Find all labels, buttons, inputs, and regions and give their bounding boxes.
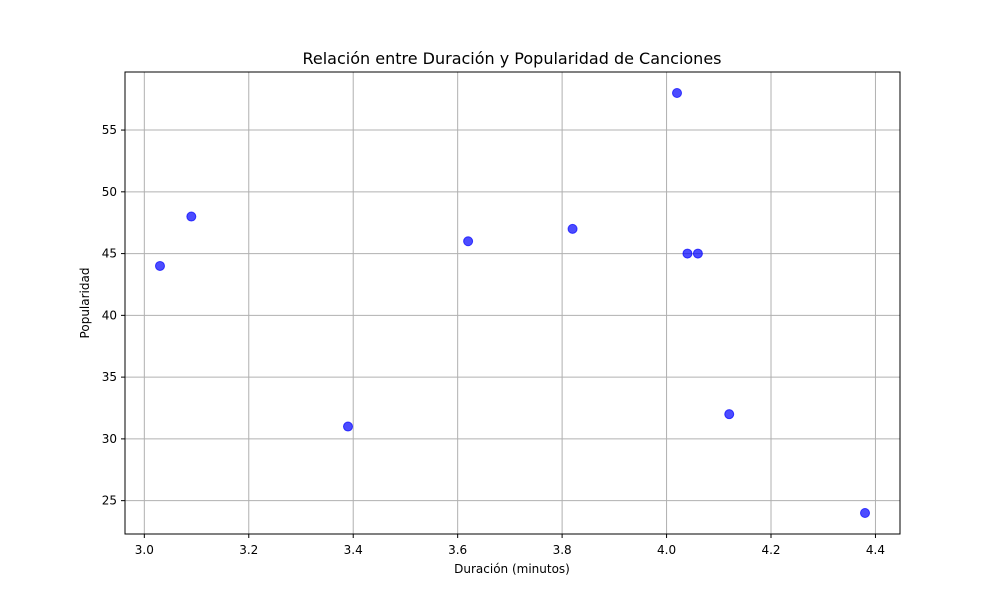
- x-tick-label: 4.2: [761, 543, 780, 557]
- plot-frame: [124, 71, 901, 535]
- data-point: [682, 248, 693, 259]
- chart-title: Relación entre Duración y Popularidad de…: [302, 49, 721, 68]
- x-tick-label: 3.0: [135, 543, 154, 557]
- data-point: [154, 260, 165, 271]
- data-point: [463, 236, 474, 247]
- y-axis-label: Popularidad: [78, 268, 92, 339]
- data-point: [567, 223, 578, 234]
- y-tick-label: 40: [102, 308, 117, 322]
- x-axis-ticks: 3.0 3.2 3.4 3.6 3.8 4.0 4.2 4.4: [135, 534, 885, 557]
- x-axis-label: Duración (minutos): [454, 562, 570, 576]
- data-point: [342, 421, 353, 432]
- y-tick-label: 30: [102, 432, 117, 446]
- x-tick-label: 4.0: [657, 543, 676, 557]
- y-tick-label: 25: [102, 494, 117, 508]
- data-point: [724, 409, 735, 420]
- data-point: [692, 248, 703, 259]
- data-point: [186, 211, 197, 222]
- grid: [125, 72, 900, 534]
- y-tick-label: 45: [102, 247, 117, 261]
- data-points: [154, 88, 871, 518]
- x-tick-label: 3.4: [344, 543, 363, 557]
- y-tick-label: 35: [102, 370, 117, 384]
- y-tick-label: 55: [102, 123, 117, 137]
- x-tick-label: 3.8: [553, 543, 572, 557]
- data-point: [860, 508, 871, 518]
- data-point: [672, 88, 683, 98]
- y-axis-ticks: 25 30 35 40 45 50 55: [102, 123, 125, 508]
- x-tick-label: 3.2: [239, 543, 258, 557]
- y-tick-label: 50: [102, 185, 117, 199]
- x-tick-label: 3.6: [448, 543, 467, 557]
- x-tick-label: 4.4: [866, 543, 885, 557]
